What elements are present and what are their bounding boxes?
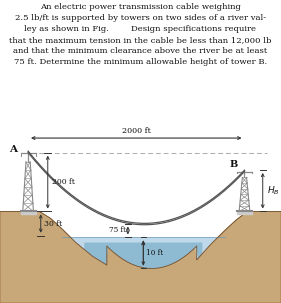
Text: 30 ft: 30 ft	[44, 220, 62, 228]
Text: 200 ft: 200 ft	[52, 178, 75, 186]
Text: A: A	[9, 145, 17, 154]
Polygon shape	[84, 242, 202, 268]
Text: $H_B$: $H_B$	[267, 185, 280, 197]
Text: An electric power transmission cable weighing
2.5 lb/ft is supported by towers o: An electric power transmission cable wei…	[9, 3, 272, 66]
Polygon shape	[62, 237, 225, 268]
Text: B: B	[229, 160, 237, 169]
Text: 2000 ft: 2000 ft	[122, 128, 151, 135]
Text: 75 ft: 75 ft	[109, 226, 126, 235]
Polygon shape	[0, 211, 281, 303]
Text: 10 ft: 10 ft	[146, 249, 163, 257]
